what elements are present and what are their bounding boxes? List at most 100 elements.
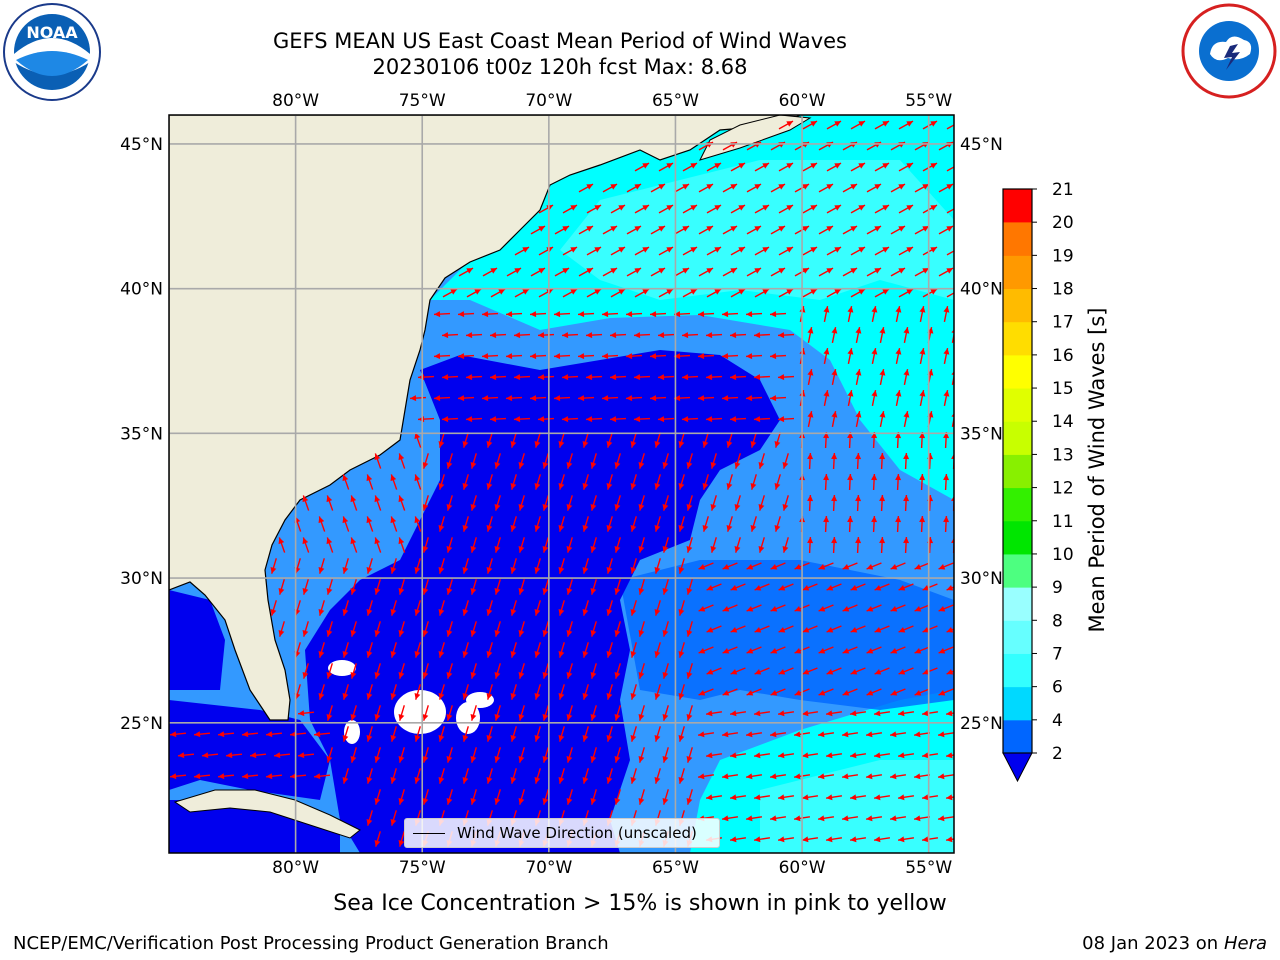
wave-direction-arrow [486,516,493,532]
wave-direction-arrow [841,731,859,738]
noaa-logo: NOAA [2,2,102,106]
wave-direction-arrow [518,495,525,511]
wave-direction-arrow [734,537,741,553]
wave-direction-arrow [542,495,549,511]
wave-direction-arrow [650,225,666,235]
wave-direction-arrow [398,789,405,805]
wave-direction-arrow [849,836,867,843]
wave-direction-arrow [673,353,691,360]
wave-direction-arrow [326,537,334,553]
wave-direction-arrow [318,600,325,616]
wave-direction-arrow [914,225,930,235]
wave-direction-arrow [562,204,578,214]
wave-direction-arrow [538,204,554,214]
wave-direction-arrow [657,332,675,339]
wave-direction-arrow [922,120,938,130]
wave-direction-arrow [510,642,517,658]
wave-direction-arrow [398,537,406,553]
wave-direction-arrow [754,583,770,591]
wave-direction-arrow [807,452,814,470]
wave-direction-arrow [945,752,954,759]
wave-direction-arrow [601,311,619,318]
wave-direction-arrow [778,204,794,214]
wave-direction-arrow [697,311,715,318]
wave-direction-arrow [706,583,722,591]
wave-direction-arrow [802,162,818,172]
wave-direction-arrow [558,642,565,658]
wave-direction-arrow [486,726,493,742]
wave-direction-arrow [774,474,781,490]
wave-direction-arrow [746,267,762,277]
wave-direction-arrow [489,416,507,423]
wave-direction-arrow [921,752,939,759]
wave-direction-arrow [278,579,285,595]
wave-direction-arrow [873,752,891,759]
wave-direction-arrow [914,604,930,612]
wave-direction-arrow [678,432,685,448]
wave-direction-arrow [342,642,349,658]
wave-direction-arrow [634,246,650,256]
wave-direction-arrow [753,752,771,759]
wave-direction-arrow [898,583,914,591]
wave-direction-arrow [849,752,867,759]
wave-direction-arrow [390,810,397,826]
machine-name: Hera [1223,933,1267,954]
wave-direction-arrow [414,642,421,658]
wave-direction-arrow [734,453,741,469]
wave-direction-arrow [841,773,859,780]
wave-direction-arrow [630,516,637,532]
wave-direction-arrow [542,453,549,469]
wave-direction-arrow [662,495,669,511]
colorbar-tick-label: 2 [1052,744,1063,764]
wave-direction-arrow [898,246,914,256]
wave-direction-arrow [561,416,579,423]
wave-direction-arrow [879,536,886,554]
wave-direction-arrow [729,836,747,843]
wave-direction-arrow [730,625,746,633]
wave-direction-arrow [577,353,595,360]
wave-direction-arrow [446,663,453,679]
colorbar-segment [1003,487,1032,522]
wave-direction-arrow [630,768,637,784]
wave-direction-arrow [530,267,546,277]
wave-direction-arrow [374,705,381,721]
wave-direction-arrow [673,395,691,402]
wave-direction-arrow [847,306,854,322]
wave-direction-arrow [606,474,613,490]
colorbar-segment [1003,553,1032,588]
wave-direction-arrow [374,831,381,847]
wave-direction-arrow [842,225,858,235]
wave-direction-arrow [553,395,571,402]
wave-direction-arrow [486,558,493,574]
wave-direction-arrow [914,267,930,277]
wave-direction-arrow [807,369,814,385]
wave-direction-arrow [770,688,786,696]
wave-direction-arrow [818,225,834,235]
wave-direction-arrow [518,537,525,553]
wave-direction-arrow [678,474,685,490]
wave-direction-arrow [241,773,259,780]
colorbar-segment [1003,454,1032,489]
wave-direction-arrow [534,432,541,448]
wave-direction-arrow [562,288,578,298]
wave-direction-arrow [698,267,714,277]
bahamas-island-0 [328,660,356,676]
wave-direction-arrow [826,288,842,298]
wave-direction-arrow [943,348,950,364]
wave-direction-arrow [753,416,771,423]
wave-direction-arrow [302,621,309,637]
wave-direction-arrow [614,747,621,763]
wave-direction-arrow [470,579,477,595]
wave-direction-arrow [871,390,878,406]
wave-direction-arrow [897,794,915,801]
wave-direction-arrow [470,663,477,679]
wave-direction-arrow [769,395,787,402]
wave-direction-arrow [753,374,771,381]
wave-direction-arrow [729,710,747,717]
wave-direction-arrow [634,162,650,172]
colorbar-label: Mean Period of Wind Waves [s] [1085,307,1109,633]
wave-direction-arrow [217,731,235,738]
wave-direction-arrow [462,432,469,448]
wave-direction-arrow [774,432,781,448]
wave-direction-arrow [630,642,637,658]
